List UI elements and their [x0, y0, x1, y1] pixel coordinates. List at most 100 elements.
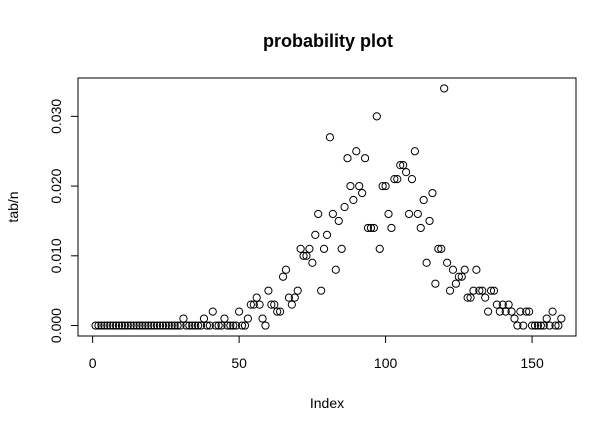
data-point — [129, 321, 138, 330]
data-point — [475, 286, 484, 295]
data-point — [305, 244, 314, 253]
x-axis: 0 50 100 150 — [89, 335, 544, 371]
x-axis-label: Index — [310, 395, 344, 411]
data-point — [199, 314, 209, 323]
data-point — [229, 321, 238, 330]
data-point — [334, 216, 343, 226]
data-point — [401, 168, 411, 177]
data-point — [235, 307, 244, 316]
data-point — [273, 307, 282, 316]
data-point — [419, 195, 428, 205]
data-point — [440, 84, 449, 93]
data-point — [255, 300, 264, 309]
data-point — [261, 321, 270, 330]
data-point — [343, 154, 352, 163]
data-point — [536, 321, 545, 330]
y-tick-label: 0.000 — [48, 308, 64, 343]
data-point — [481, 293, 490, 302]
data-point — [194, 321, 203, 330]
data-point — [237, 321, 247, 330]
data-point — [404, 209, 414, 219]
data-point — [460, 265, 469, 274]
data-point — [211, 321, 220, 330]
data-point — [208, 307, 217, 316]
data-point — [155, 321, 165, 330]
data-point — [220, 314, 229, 323]
data-point — [454, 272, 463, 281]
data-point — [144, 321, 153, 330]
data-point — [205, 321, 214, 330]
data-point — [246, 300, 255, 309]
y-axis: 0.000 0.010 0.020 0.030 — [48, 99, 79, 343]
data-point — [519, 321, 528, 330]
data-point — [270, 300, 279, 309]
data-point — [337, 244, 346, 253]
data-point — [366, 223, 376, 233]
data-point — [188, 321, 197, 330]
data-point — [372, 112, 381, 121]
data-point — [545, 321, 554, 330]
data-point — [469, 286, 478, 295]
data-point — [369, 223, 378, 233]
chart-title: probability plot — [263, 31, 393, 51]
data-point — [363, 223, 373, 233]
data-point — [158, 321, 168, 330]
data-point — [340, 202, 349, 212]
data-point — [173, 321, 182, 330]
data-point — [378, 181, 387, 191]
data-point — [126, 321, 135, 330]
data-point — [387, 223, 396, 233]
data-point — [542, 314, 551, 323]
data-point — [138, 321, 147, 330]
data-point — [308, 258, 317, 267]
plot-frame — [77, 77, 577, 337]
data-point — [393, 175, 402, 184]
x-tick-label: 100 — [374, 355, 398, 371]
data-point — [472, 265, 481, 274]
y-tick-label: 0.020 — [48, 168, 64, 203]
data-point — [249, 300, 258, 309]
data-point — [120, 321, 129, 330]
data-point — [399, 161, 408, 170]
data-point — [314, 209, 323, 219]
data-points — [91, 84, 566, 330]
data-point — [489, 286, 499, 295]
data-point — [214, 321, 223, 330]
data-point — [525, 307, 534, 316]
data-point — [147, 321, 156, 330]
y-tick-label: 0.030 — [48, 99, 64, 134]
data-point — [554, 321, 563, 330]
data-point — [325, 133, 335, 142]
data-point — [109, 321, 118, 330]
x-tick-label: 0 — [89, 355, 97, 371]
data-point — [296, 244, 305, 253]
data-point — [276, 307, 285, 316]
data-point — [103, 321, 112, 330]
data-point — [111, 321, 121, 330]
data-point — [311, 230, 320, 239]
data-point — [410, 147, 419, 156]
data-point — [548, 307, 557, 316]
data-point — [504, 300, 513, 309]
y-tick-label: 0.010 — [48, 238, 64, 273]
data-point — [533, 321, 543, 330]
data-point — [557, 314, 566, 323]
data-point — [422, 258, 431, 267]
data-point — [448, 265, 458, 274]
data-point — [349, 195, 358, 205]
data-point — [202, 321, 211, 330]
y-axis-label: tab/n — [5, 191, 21, 222]
data-point — [384, 209, 393, 219]
data-point — [390, 175, 399, 184]
x-tick-label: 50 — [231, 355, 247, 371]
data-point — [217, 321, 226, 330]
data-point — [425, 216, 434, 226]
data-point — [407, 175, 417, 184]
data-point — [513, 321, 522, 330]
data-point — [100, 321, 109, 330]
data-point — [91, 321, 100, 330]
data-point — [281, 265, 291, 274]
x-tick-label: 150 — [520, 355, 544, 371]
data-point — [501, 307, 510, 316]
